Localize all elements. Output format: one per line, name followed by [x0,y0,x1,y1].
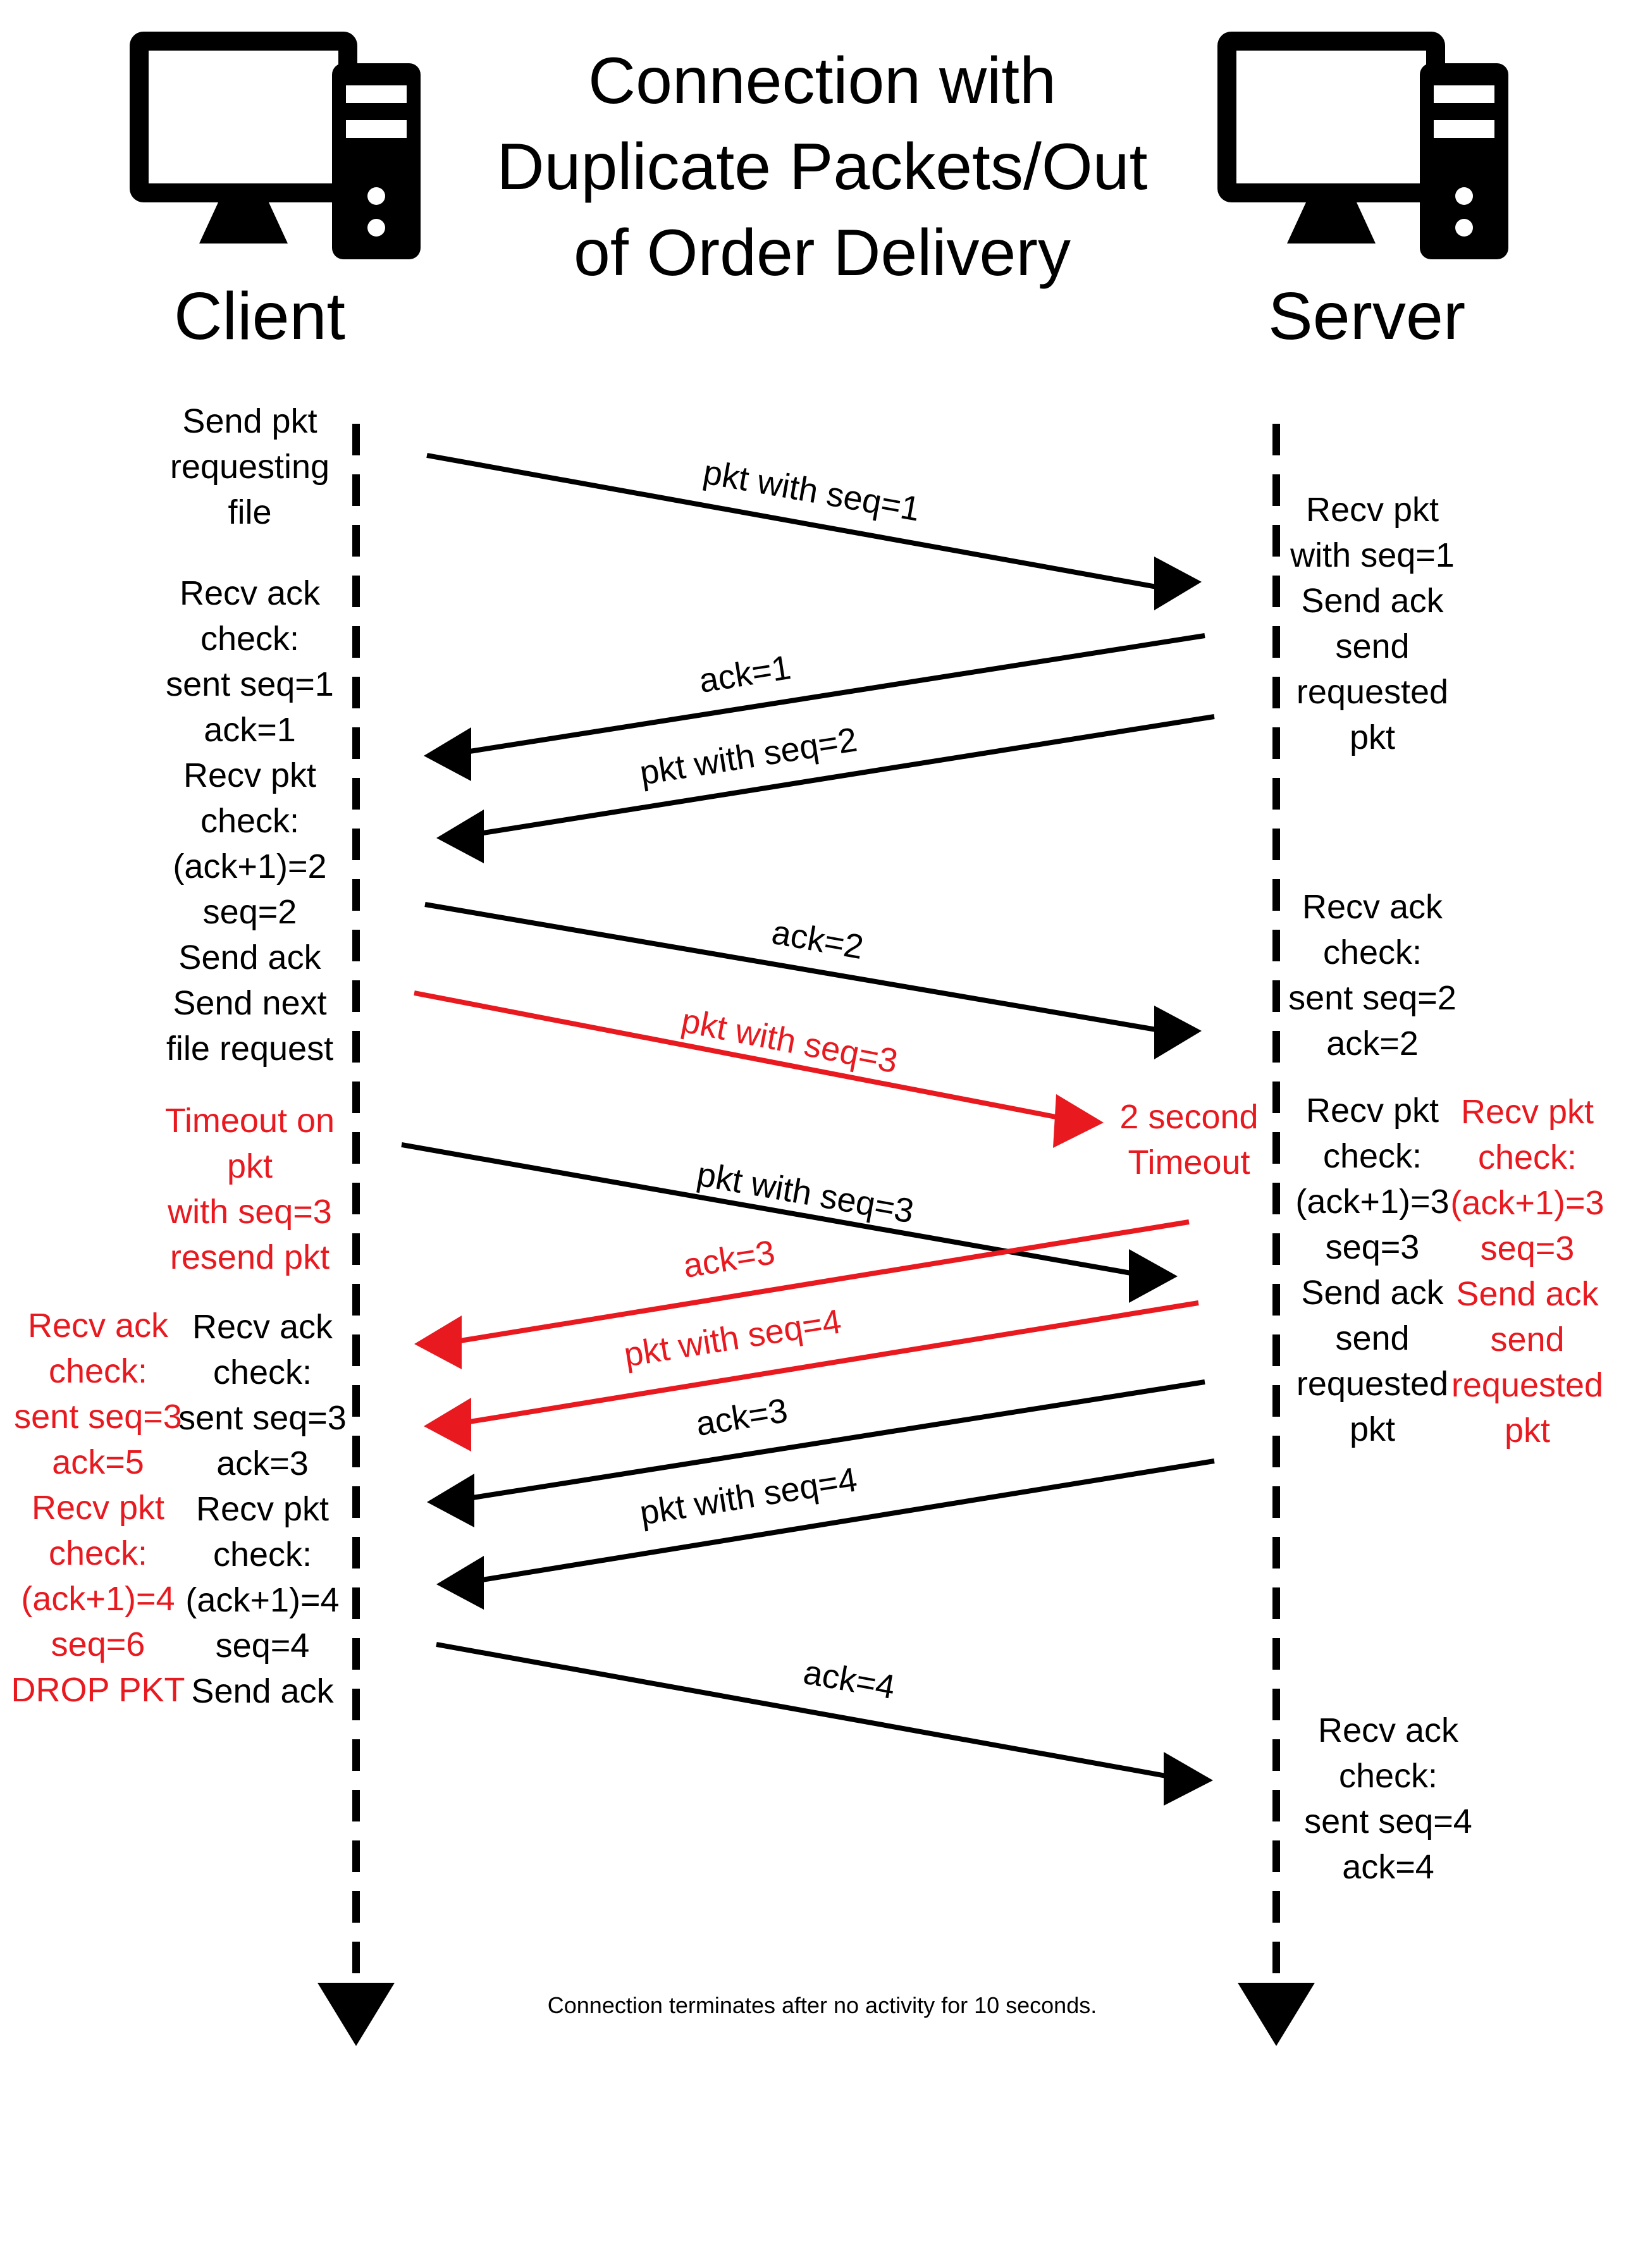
client-note-2: Recv ack check: sent seq=1 ack=1 Recv pk… [166,574,334,1068]
message-arrow-3 [471,714,1215,837]
server-computer-icon [1217,32,1508,259]
server-note-1: Recv pkt with seq=1 Send ack send reques… [1290,491,1455,756]
message-arrow-11 [436,1642,1174,1780]
message-arrow-8 [461,1300,1199,1426]
message-arrow-10 [474,1458,1215,1584]
client-note-5: Recv ack check: sent seq=3 ack=3 Recv pk… [178,1308,347,1710]
client-note-1: Send pkt requesting file [169,402,330,531]
message-arrow-6 [401,1142,1139,1277]
message-arrow-2 [461,633,1205,755]
message-arrow-4 [424,902,1164,1033]
server-note-3: 2 second Timeout [1119,1098,1259,1181]
client-lifeline-arrowhead [317,1983,395,2046]
message-arrow-9 [464,1379,1205,1501]
server-note-4: Recv pkt check: (ack+1)=3 seq=3 Send ack… [1295,1092,1450,1448]
footer-note: Connection terminates after no activity … [547,1992,1097,2018]
message-arrow-7 [452,1219,1190,1345]
message-arrow-1 [426,453,1164,591]
client-label: Client [174,279,346,354]
server-note-6: Recv ack check: sent seq=4 ack=4 [1304,1711,1472,1886]
message-arrow-5 [414,990,1063,1121]
server-lifeline-arrowhead [1238,1983,1315,2046]
server-label: Server [1268,279,1466,354]
server-note-2: Recv ack check: sent seq=2 ack=2 [1288,888,1457,1063]
client-computer-icon [130,32,421,259]
client-note-3: Timeout on pkt with seq=3 resend pkt [164,1102,335,1276]
server-note-5: Recv pkt check: (ack+1)=3 seq=3 Send ack… [1450,1093,1604,1450]
client-note-4: Recv ack check: sent seq=3 ack=5 Recv pk… [11,1307,185,1709]
diagram-title: Connection with Duplicate Packets/Out of… [496,44,1148,290]
